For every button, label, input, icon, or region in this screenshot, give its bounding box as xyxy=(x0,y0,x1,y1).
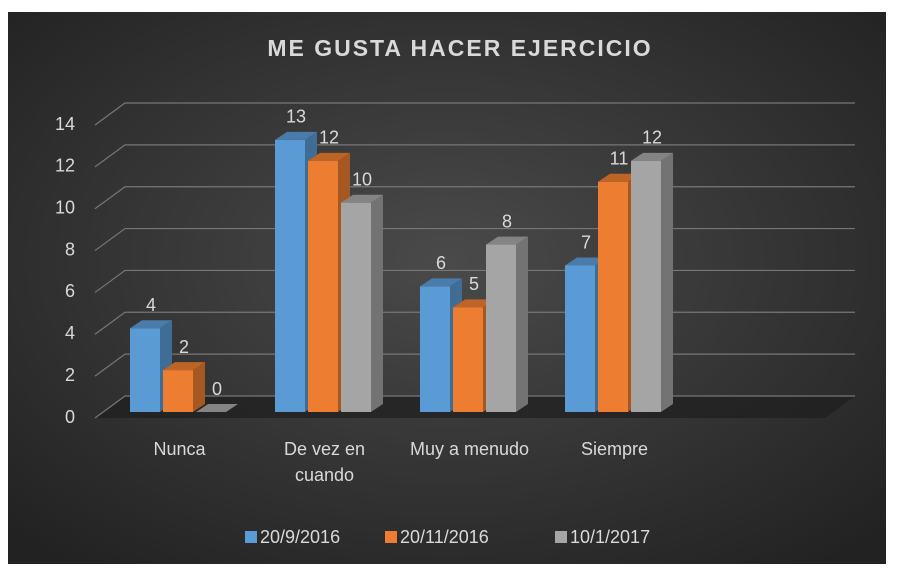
bar-top xyxy=(308,152,350,161)
chart-title: ME GUSTA HACER EJERCICIO xyxy=(267,35,652,61)
bar-top xyxy=(453,299,495,308)
data-label: 8 xyxy=(502,211,512,231)
data-label: 2 xyxy=(179,337,189,357)
x-tick-label: Siempre xyxy=(580,439,649,459)
data-label: 12 xyxy=(319,128,339,148)
grid-line xyxy=(94,144,855,168)
x-tick-label: Muy a menudo xyxy=(409,439,530,459)
data-label: 13 xyxy=(286,107,306,127)
bar xyxy=(453,307,483,412)
data-label: 0 xyxy=(212,379,222,399)
bar xyxy=(341,202,371,412)
legend-label: 20/11/2016 xyxy=(400,527,489,547)
y-tick-label: 6 xyxy=(65,281,75,301)
bar xyxy=(565,265,595,412)
bar xyxy=(598,181,628,412)
bar-side xyxy=(516,236,528,412)
bar-top xyxy=(420,278,462,287)
grid-line xyxy=(94,102,855,126)
bar-side xyxy=(661,152,673,412)
x-tick-label: De vez en cuando xyxy=(283,439,366,485)
bar-top xyxy=(631,152,673,161)
bar-top xyxy=(565,257,607,266)
y-tick-label: 2 xyxy=(65,365,75,385)
bar-top xyxy=(196,404,238,412)
legend-swatch xyxy=(555,531,567,543)
data-label: 11 xyxy=(610,149,629,169)
data-label: 4 xyxy=(146,295,156,315)
bar-top xyxy=(341,194,383,203)
bar xyxy=(420,286,450,412)
legend-swatch xyxy=(385,531,397,543)
bar xyxy=(631,160,661,412)
bar xyxy=(163,370,193,412)
data-label: 12 xyxy=(642,128,662,148)
y-tick-label: 12 xyxy=(55,156,75,176)
y-tick-label: 10 xyxy=(55,197,75,217)
legend-label: 10/1/2017 xyxy=(570,527,650,547)
data-label: 7 xyxy=(581,232,591,252)
bar-top xyxy=(275,131,317,140)
bar-top xyxy=(598,173,640,182)
bar xyxy=(308,160,338,412)
x-tick-label: Nunca xyxy=(153,439,206,459)
data-label: 6 xyxy=(436,253,446,273)
bar-top xyxy=(486,236,528,245)
bar-top xyxy=(163,362,205,371)
y-tick-label: 4 xyxy=(65,323,75,343)
bar-top xyxy=(130,320,172,329)
data-label: 5 xyxy=(469,274,479,294)
bar-side xyxy=(371,194,383,412)
y-tick-label: 14 xyxy=(55,114,75,134)
bar xyxy=(486,244,516,412)
legend-swatch xyxy=(245,531,257,543)
bar-side xyxy=(193,362,205,412)
bar xyxy=(275,139,305,412)
y-tick-label: 0 xyxy=(65,407,75,427)
bar xyxy=(130,328,160,412)
legend-label: 20/9/2016 xyxy=(260,527,340,547)
data-label: 10 xyxy=(352,169,372,189)
y-tick-label: 8 xyxy=(65,239,75,259)
